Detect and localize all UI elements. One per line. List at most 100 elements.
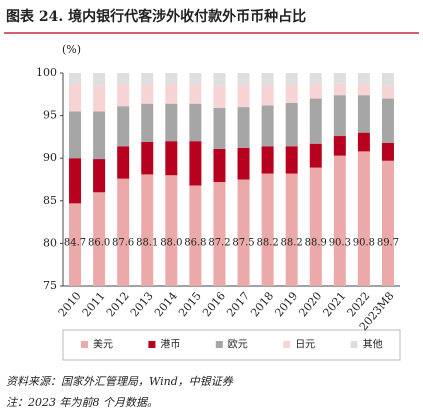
bar-segment xyxy=(309,167,322,286)
value-label: 86.8 xyxy=(184,238,206,249)
bar-segment xyxy=(141,103,154,143)
bar-segment xyxy=(165,73,178,85)
value-label: 87.2 xyxy=(208,238,230,249)
value-label: 88.2 xyxy=(256,238,278,249)
bar-segment xyxy=(333,95,346,137)
bar-segment xyxy=(309,73,322,85)
y-tick-label: 75 xyxy=(43,279,57,292)
bar-segment xyxy=(333,73,346,84)
bar-segment xyxy=(333,83,346,96)
bar-segment xyxy=(261,105,274,147)
bar-segment xyxy=(381,98,394,143)
x-tick-label: 2011 xyxy=(80,290,108,320)
bar-segment xyxy=(141,73,154,85)
bar-segment xyxy=(165,175,178,286)
bar-segment xyxy=(381,85,394,99)
value-label: 90.8 xyxy=(353,238,375,249)
bar-segment xyxy=(189,141,202,186)
bar-segment xyxy=(237,73,250,85)
legend-label: 其他 xyxy=(363,338,383,351)
bar-segment xyxy=(189,73,202,85)
y-tick-label: 90 xyxy=(43,151,57,164)
bar-segment xyxy=(189,103,202,142)
x-tick-label: 2015 xyxy=(176,290,204,320)
bar-segment xyxy=(261,84,274,106)
bar-segment xyxy=(117,146,130,179)
bar-segment xyxy=(69,203,82,286)
bar-segment xyxy=(213,73,226,86)
bar-segment xyxy=(165,84,178,104)
bar-segment xyxy=(93,73,106,86)
x-tick-label: 2019 xyxy=(272,290,300,320)
bar-segment xyxy=(93,159,106,193)
bar-segment xyxy=(381,142,394,161)
bar-segment xyxy=(165,103,178,142)
bar-segment xyxy=(285,146,298,174)
bar-segment xyxy=(237,107,250,148)
bar-segment xyxy=(69,73,82,85)
bar-segment xyxy=(261,146,274,174)
value-label: 87.6 xyxy=(112,238,134,249)
bar-segment xyxy=(69,158,82,204)
bar-segment xyxy=(285,84,298,103)
legend-box xyxy=(62,329,401,361)
bar-segment xyxy=(237,179,250,286)
bar-segment xyxy=(165,141,178,176)
bar-segment xyxy=(357,132,370,152)
value-label: 90.3 xyxy=(329,238,351,249)
bar-segment xyxy=(357,151,370,286)
legend-label: 欧元 xyxy=(228,339,248,351)
y-tick-label: 80 xyxy=(43,236,57,249)
legend-label: 港币 xyxy=(160,339,180,351)
bar-segment xyxy=(357,84,370,96)
bar-segment xyxy=(141,84,154,104)
bar-segment xyxy=(213,107,226,149)
legend-label: 美元 xyxy=(93,338,113,351)
bar-segment xyxy=(381,160,394,286)
x-tick-label: 2020 xyxy=(296,290,324,320)
legend-swatch xyxy=(215,341,223,348)
bar-segment xyxy=(141,174,154,286)
legend-swatch xyxy=(148,341,156,348)
bar-segment xyxy=(333,136,346,156)
x-tick-label: 2012 xyxy=(104,290,132,320)
note: 注：2023 年为前8 个月数据。 xyxy=(6,396,158,409)
bar-segment xyxy=(309,98,322,144)
legend-swatch xyxy=(81,341,88,348)
bar-segment xyxy=(309,143,322,168)
bar-segment xyxy=(381,73,394,86)
value-label: 86.0 xyxy=(88,238,110,249)
value-label: 88.2 xyxy=(281,238,303,249)
legend-swatch xyxy=(283,341,291,348)
bar-segment xyxy=(189,185,202,286)
y-tick-label: 85 xyxy=(43,194,57,207)
bar-segment xyxy=(213,148,226,183)
bar-segment xyxy=(93,192,106,286)
x-tick-label: 2014 xyxy=(152,290,180,320)
bar-segment xyxy=(213,85,226,108)
value-label: 87.5 xyxy=(232,238,254,249)
bar-segment xyxy=(285,73,298,85)
x-tick-label: 2017 xyxy=(224,290,252,320)
bar-segment xyxy=(261,173,274,286)
bar-segment xyxy=(285,102,298,147)
bar-segment xyxy=(309,84,322,99)
legend-swatch xyxy=(350,341,358,348)
x-tick-label: 2021 xyxy=(320,290,348,320)
value-label: 84.7 xyxy=(64,238,86,249)
value-label: 88.9 xyxy=(305,238,327,249)
x-tick-label: 2010 xyxy=(56,290,84,320)
chart-title: 图表 24. 境内银行代客涉外收付款外币币种占比 xyxy=(6,8,306,25)
bar-segment xyxy=(333,155,346,286)
bar-segment xyxy=(69,84,82,112)
bar-segment xyxy=(69,111,82,159)
bar-segment xyxy=(117,73,130,85)
bar-segment xyxy=(285,173,298,286)
source: 资料来源：国家外汇管理局，Wind，中银证券 xyxy=(6,375,234,388)
bar-segment xyxy=(189,84,202,104)
y-tick-label: 95 xyxy=(43,109,57,122)
bar-segment xyxy=(261,73,274,85)
legend-label: 日元 xyxy=(295,340,315,351)
bar-segment xyxy=(117,178,130,286)
